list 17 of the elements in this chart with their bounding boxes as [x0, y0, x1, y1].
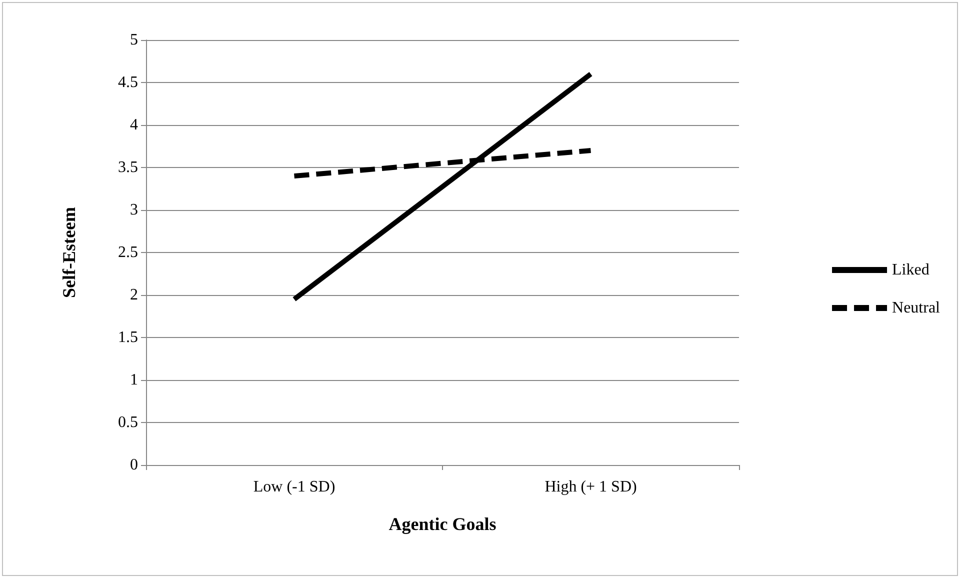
legend-label: Neutral: [892, 300, 941, 316]
y-tick-label: 1.5: [118, 329, 138, 346]
y-tick-label: 4.5: [118, 74, 138, 91]
x-tick-label: Low (-1 SD): [253, 478, 336, 496]
x-axis-title: Agentic Goals: [388, 514, 496, 534]
y-axis-title: Self-Esteem: [59, 207, 79, 298]
y-tick-label: 1: [130, 372, 138, 388]
x-tick-label: High (+ 1 SD): [544, 478, 637, 496]
y-tick-label: 2.5: [118, 244, 138, 261]
y-tick-label: 3: [130, 202, 138, 218]
y-tick-label: 4: [130, 116, 138, 134]
y-tick-label: 0.5: [118, 414, 138, 431]
y-tick-label: 3.5: [118, 159, 138, 176]
y-tick-label: 2: [130, 286, 138, 304]
y-tick-label: 0: [130, 456, 138, 474]
y-tick-label: 5: [130, 32, 138, 48]
legend-label: Liked: [892, 262, 930, 278]
